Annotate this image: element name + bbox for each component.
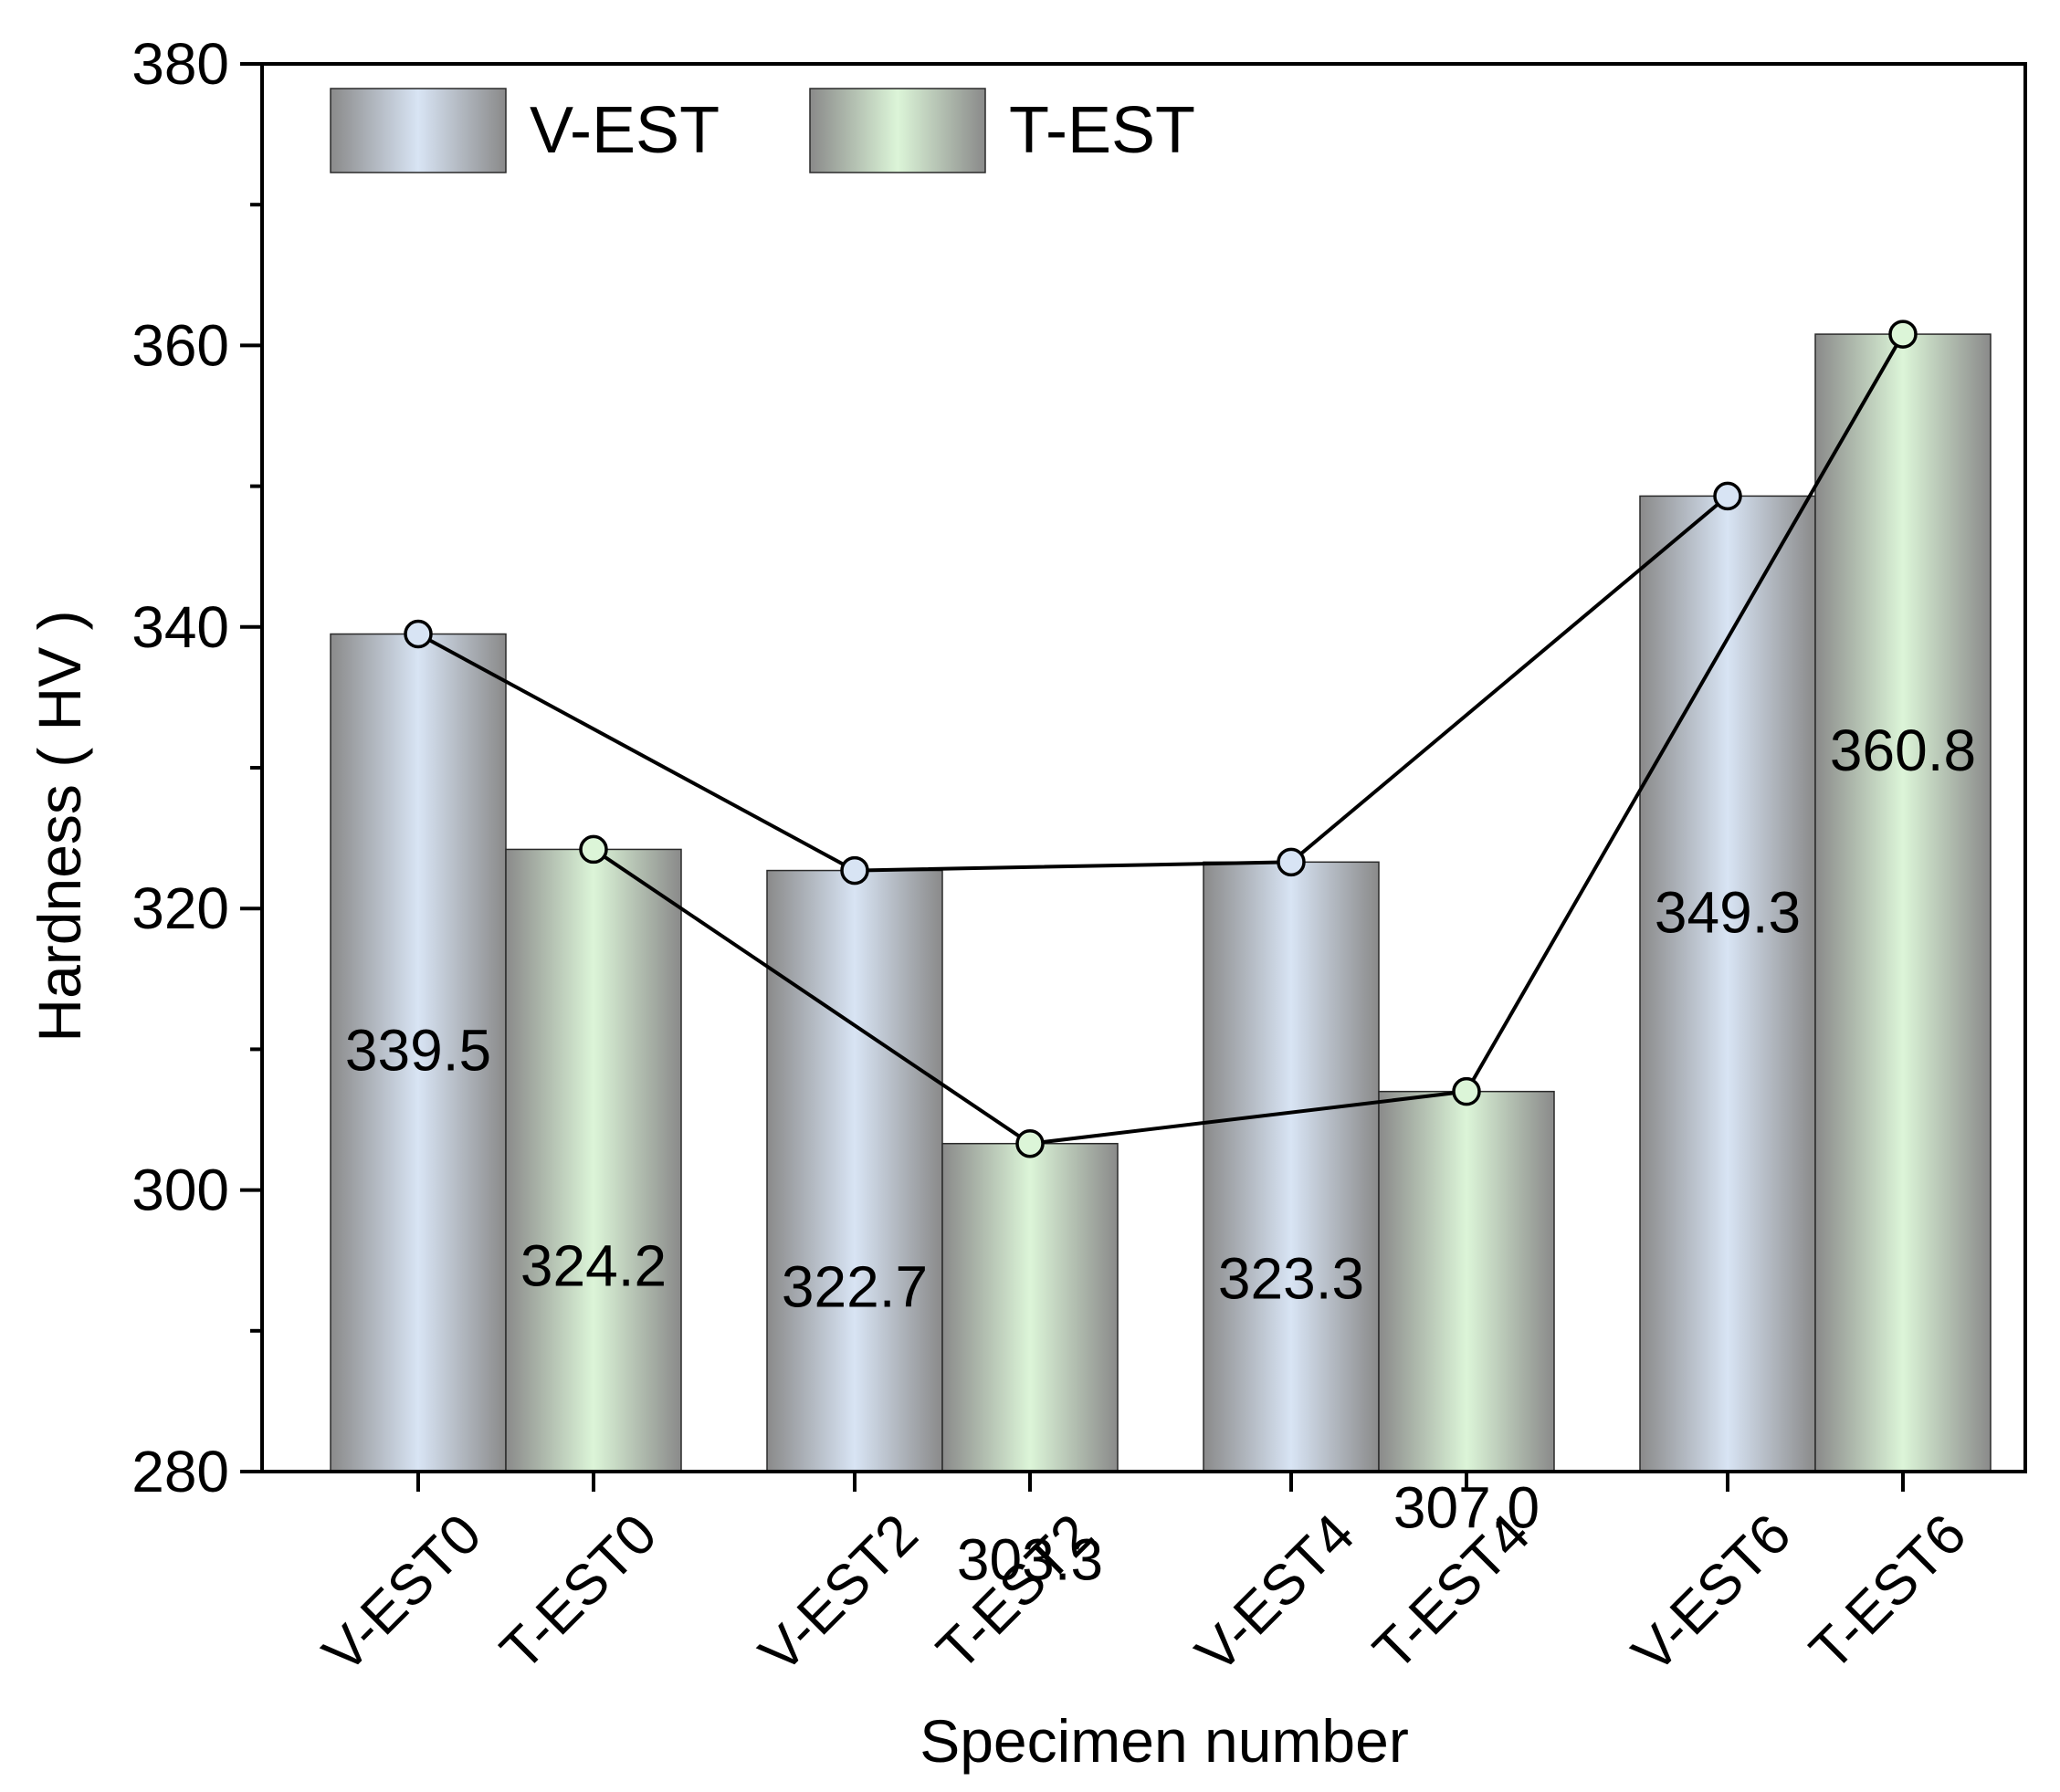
legend-label-v-est: V-EST <box>530 94 720 167</box>
marker-t-est4 <box>1452 1076 1481 1106</box>
marker-v-est0 <box>404 619 433 649</box>
legend-swatch-v-est <box>330 88 507 173</box>
x-tick-label-v-est6: V-EST6 <box>1621 1503 1803 1685</box>
bars-layer <box>330 333 1992 1472</box>
marker-t-est2 <box>1015 1128 1045 1158</box>
bar-t-est0 <box>505 848 682 1472</box>
data-label-v-est2: 322.7 <box>782 1254 928 1320</box>
series-line-t-est <box>592 333 1905 1146</box>
bar-v-est6 <box>1639 495 1816 1472</box>
bar-t-est2 <box>941 1142 1119 1472</box>
bar-t-est6 <box>1814 333 1992 1472</box>
data-label-t-est0: 324.2 <box>520 1232 667 1298</box>
y-tick-label: 280 <box>131 1439 229 1504</box>
series-lines-layer <box>404 320 1918 1158</box>
data-label-t-est6: 360.8 <box>1830 718 1976 783</box>
x-tick-label-t-est0: T-EST0 <box>489 1503 668 1682</box>
x-tick-label-v-est0: V-EST0 <box>311 1503 494 1685</box>
series-line-v-est <box>417 494 1729 873</box>
x-tick-label-v-est4: V-EST4 <box>1184 1503 1367 1685</box>
legend-label-t-est: T-EST <box>1009 94 1195 167</box>
bar-t-est4 <box>1378 1090 1555 1472</box>
marker-t-est0 <box>579 834 608 865</box>
y-tick-label: 360 <box>131 312 229 378</box>
data-label-v-est4: 323.3 <box>1218 1245 1364 1311</box>
legend: V-EST T-EST <box>330 88 1195 173</box>
y-tick-label: 320 <box>131 875 229 941</box>
y-tick-label: 380 <box>131 31 229 97</box>
bar-v-est2 <box>766 869 943 1472</box>
data-label-v-est6: 349.3 <box>1655 879 1801 945</box>
x-axis-title: Specimen number <box>920 1707 1409 1775</box>
x-tick-label-v-est2: V-EST2 <box>748 1503 930 1685</box>
bar-v-est0 <box>330 633 507 1472</box>
y-axis-title: Hardness ( HV ) <box>26 610 93 1042</box>
y-tick-label: 340 <box>131 594 229 660</box>
marker-v-est2 <box>840 855 869 886</box>
marker-v-est4 <box>1277 847 1306 877</box>
y-tick-label: 300 <box>131 1158 229 1223</box>
bar-v-est4 <box>1203 861 1380 1472</box>
x-tick-label-t-est6: T-EST6 <box>1798 1503 1978 1682</box>
legend-swatch-t-est <box>809 88 986 173</box>
marker-v-est6 <box>1713 481 1742 511</box>
data-label-t-est2: 303.3 <box>957 1527 1103 1593</box>
marker-t-est6 <box>1888 320 1918 349</box>
data-label-v-est0: 339.5 <box>345 1018 491 1084</box>
